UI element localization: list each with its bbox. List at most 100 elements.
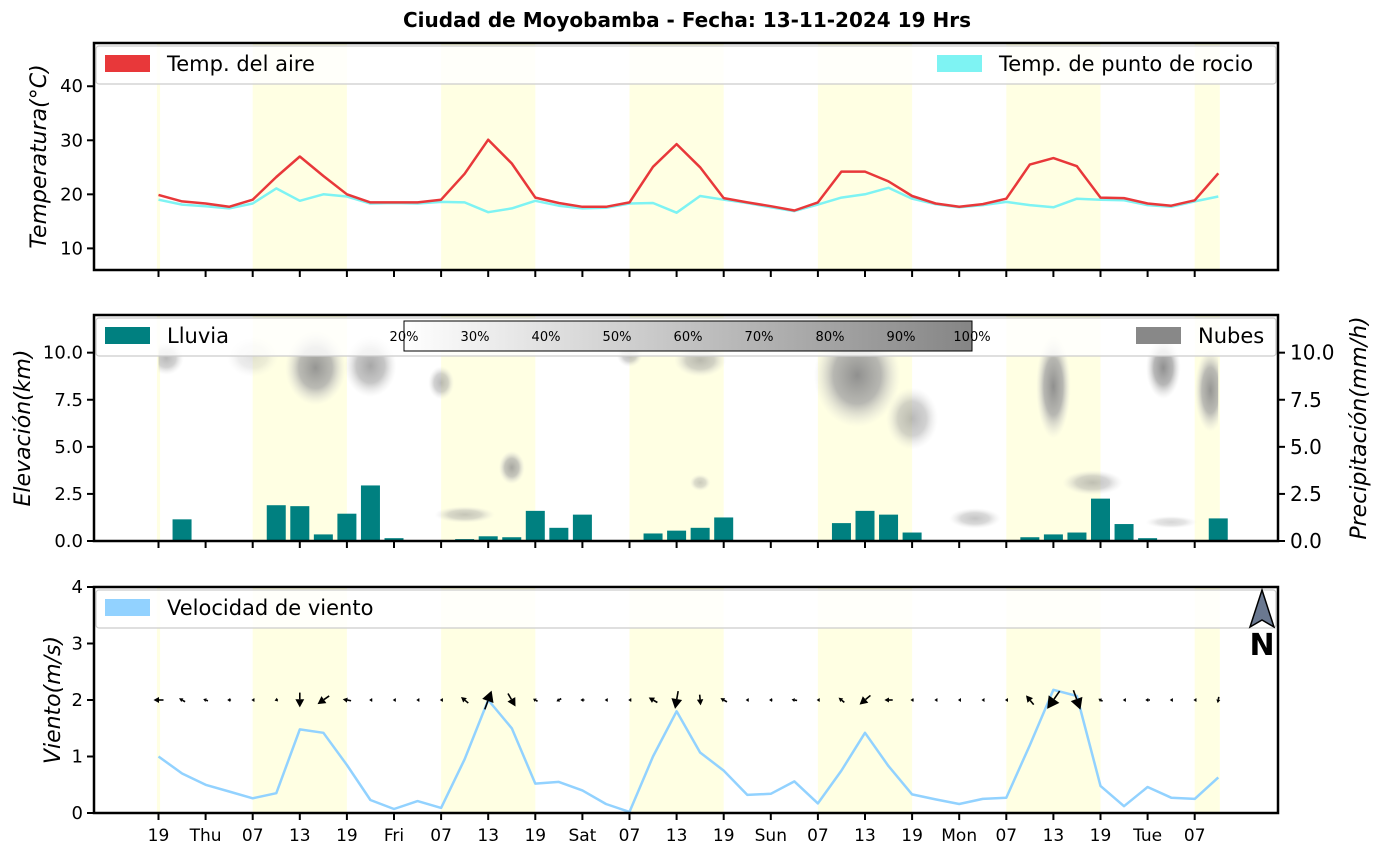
wind-arrow-shaft [865,694,871,701]
rain-bar [1043,534,1063,541]
series-line [158,138,1220,212]
wind-arrow [957,698,961,702]
plot-frame [92,313,1280,543]
wind-speed-line [157,688,1220,814]
wind-arrow [1025,695,1035,706]
wind-arrow-head [884,697,889,703]
rain-bar [572,514,592,541]
x-tick-label: 07 [1184,826,1206,846]
wind-arrow-head [392,698,396,702]
wind-arrow [227,698,232,702]
wind-arrow [203,698,209,703]
wind-arrow [791,698,798,703]
wind-arrow-head [628,698,632,702]
legend-air-temp-swatch [105,55,150,72]
wind-arrow-head [369,698,373,702]
y-tick-label-right: 7.5 [1290,388,1322,412]
cloud-patch [1145,515,1198,529]
wind-arrow-head [1193,698,1197,702]
wind-arrow [251,698,255,702]
y-tick-label: 0 [72,803,83,824]
wind-arrow-head [1025,695,1033,703]
north-arrow-icon [1248,587,1276,629]
wind-arrow [671,690,683,709]
wind-arrow-head [745,698,749,702]
rain-bar [714,517,734,541]
rain-bar [266,505,286,541]
cloud-patch [428,366,455,400]
legend-dew-label: Temp. de punto de rocio [998,52,1253,76]
wind-arrow-head [859,696,869,705]
wind-arrow-shaft [1072,690,1078,700]
wind-arrow-shaft [841,699,845,704]
colorbar-label: 80% [816,330,845,345]
wind-arrow-shaft [558,697,562,701]
wind-arrow-shaft [205,699,209,702]
wind-arrow [461,696,469,704]
wind-arrow [1193,698,1197,702]
y-tick-label: 2.5 [54,484,83,505]
rain-bar [643,533,663,541]
x-tick-label: Mon [941,826,977,846]
legend-dew-swatch [937,55,982,72]
wind-arrow [1122,698,1126,702]
wind-arrow-head [816,698,820,702]
wind-arrow [1004,698,1008,702]
rain-bar [1020,537,1040,541]
wind-arrow-shaft [723,699,728,703]
wind-arrow [392,698,396,702]
colorbar-label: 60% [674,330,703,345]
colorbar [403,320,973,352]
rain-bar [337,513,357,541]
wind-arrow-head [648,697,655,703]
x-tick-label: 13 [1043,826,1065,846]
wind-arrow [1047,690,1061,709]
wind-arrow-head [604,698,608,702]
wind-arrow-head [1169,698,1173,702]
cloud-patch [1194,348,1219,432]
legend-air-temp-label: Temp. del aire [166,52,315,76]
wind-arrow [179,698,186,703]
cloud-patch [948,508,1001,529]
wind-arrow-shaft [181,699,186,703]
cloud-patch [1062,470,1123,496]
north-label: N [1249,628,1274,663]
wind-arrow-head [957,698,961,702]
x-tick-label: 07 [807,826,829,846]
x-tick-label: 13 [289,826,311,846]
cloud-patch [1036,334,1071,439]
wind-panel: Velocidad de viento N 0 1 2 3 4 19 Thu 07 13 19 Fri 0… [41,577,1280,846]
precipitation-panel: Lluvia Nubes 20% 30% 40% 50% 60% 70% 80% 90% 100% 0… [11,313,1372,553]
rain-bar [360,485,380,541]
y-tick-label: 4 [72,577,83,598]
y-axis-label: Temperatura(°C) [27,64,52,248]
series-line [158,186,1219,214]
plot-frame [92,41,1280,272]
wind-arrow-head [1047,695,1060,709]
colorbar-label: 50% [603,330,632,345]
wind-arrow-shaft [1053,690,1061,700]
wind-arrow-shaft [535,699,538,702]
wind-arrow-shaft [1100,699,1103,702]
wind-arrow-shaft [464,699,469,704]
x-tick-label: 19 [148,826,170,846]
y-tick-label: 10.0 [43,343,83,364]
y-tick-label: 1 [72,747,83,768]
x-tick-label: 07 [995,826,1017,846]
legend-rain-swatch [105,327,150,344]
cloud-patch [886,387,939,450]
wind-arrow-head [769,698,773,702]
wind-arrow-head [153,697,159,703]
y-tick-label: 40 [60,76,83,97]
wind-arrow-head [838,697,844,702]
y-tick-label-right: 10.0 [1290,341,1335,365]
legend-rain-label: Lluvia [167,324,229,348]
legend-wind-label: Velocidad de viento [167,596,373,620]
y-axis-label: Elevación(km) [11,350,36,507]
y-tick-label: 0.0 [54,531,83,552]
wind-arrow-head [439,698,443,702]
wind-arrow [981,698,985,702]
rain-bar [1208,518,1228,541]
x-tick-label: 19 [1090,826,1112,846]
